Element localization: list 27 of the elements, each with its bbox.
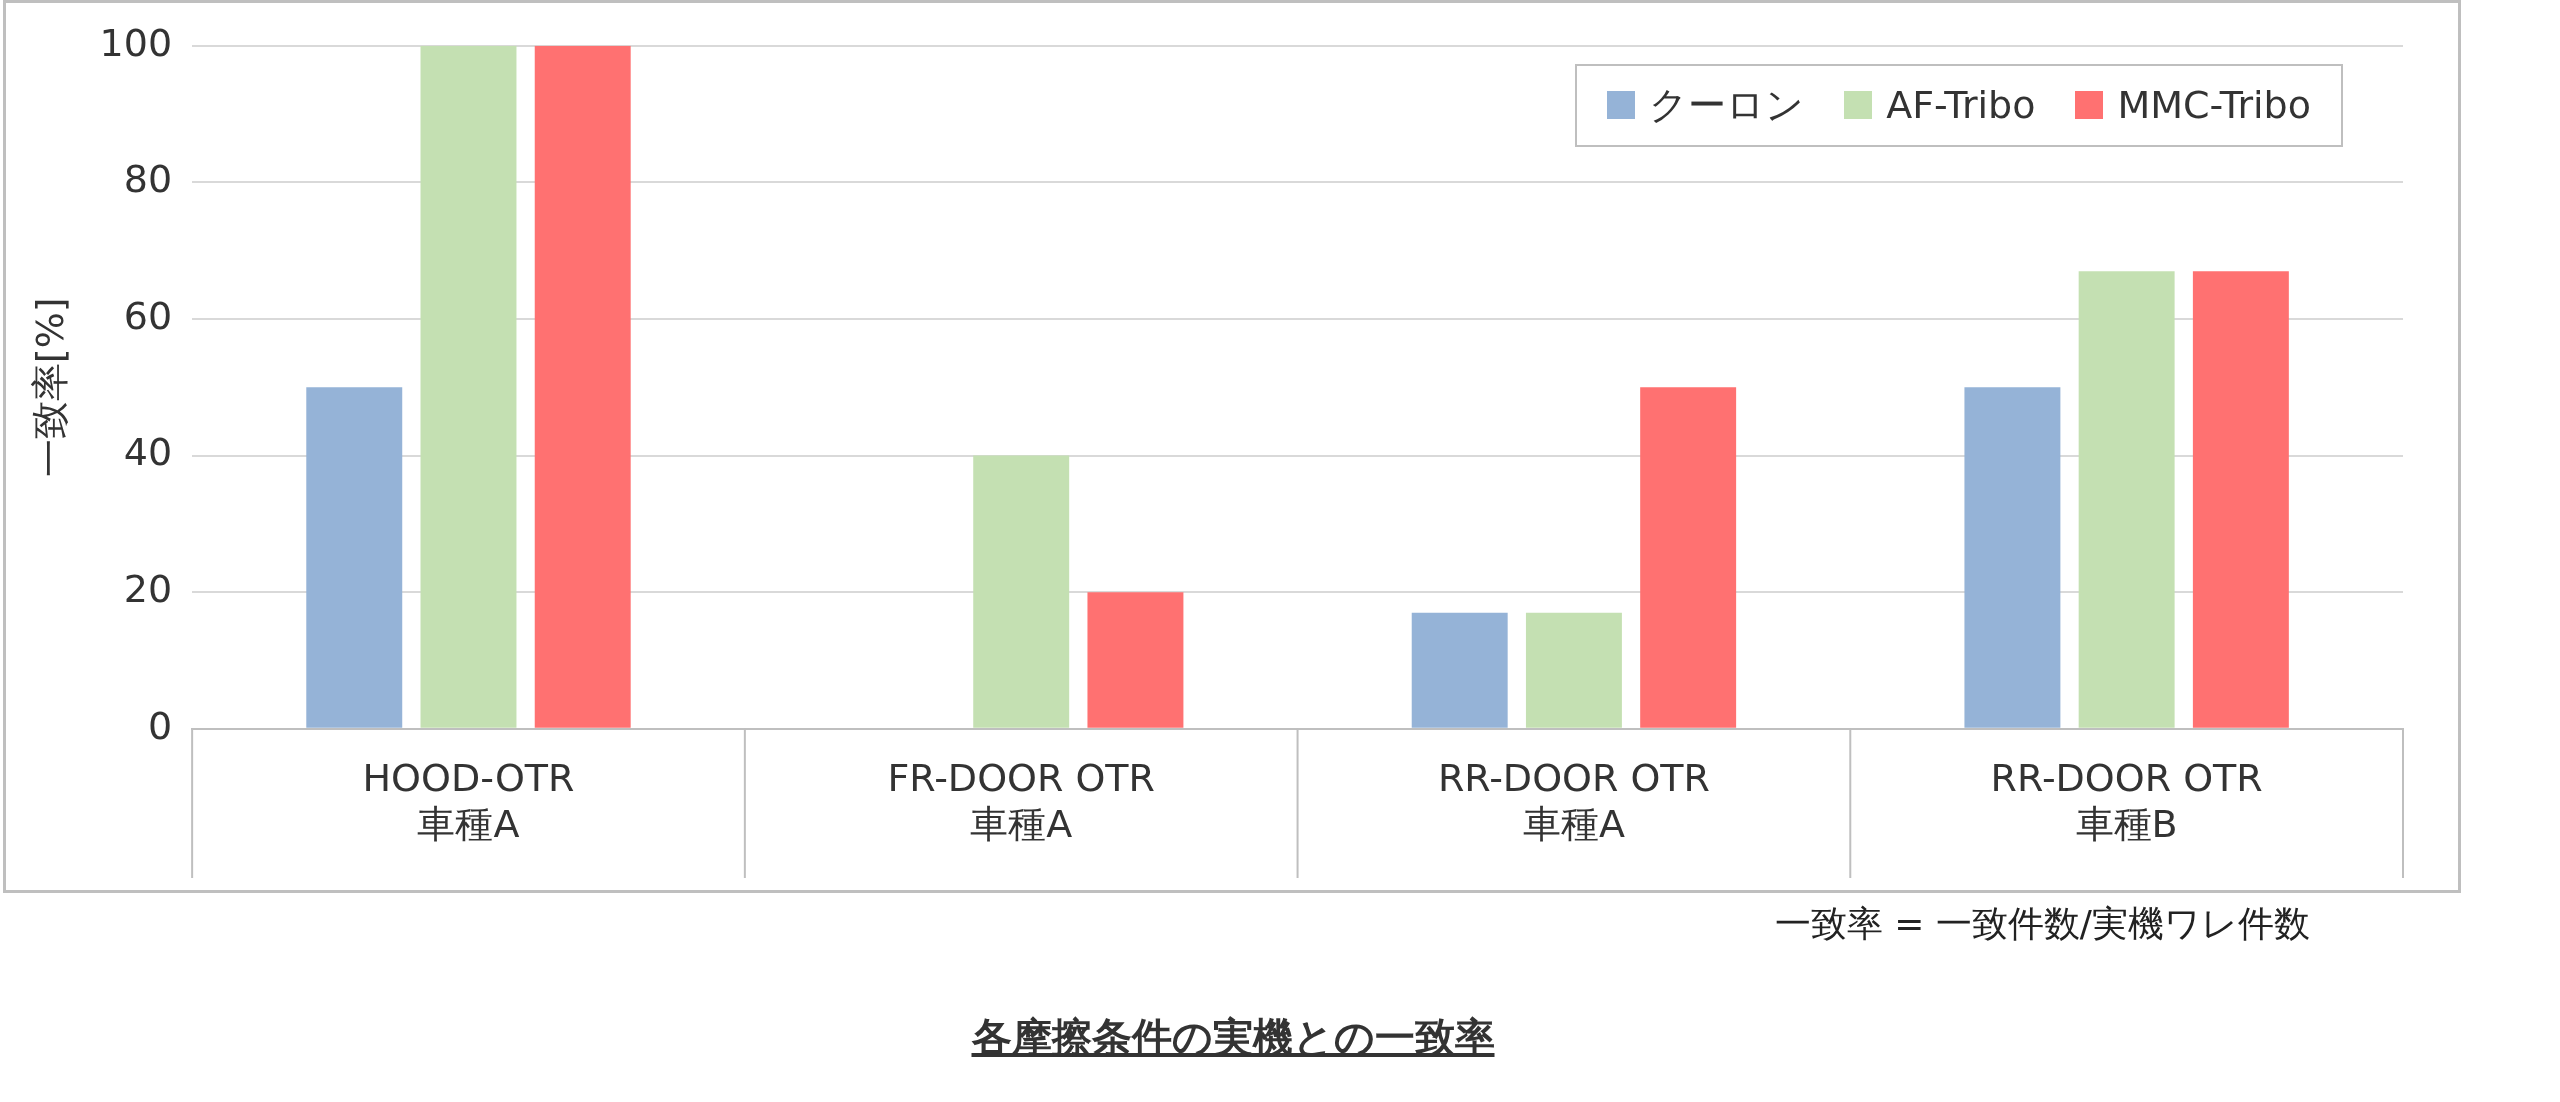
y-tick-label: 60 (123, 293, 173, 338)
bar (534, 45, 631, 728)
y-tick-label: 100 (99, 20, 173, 65)
y-axis-title: 一致率[%] (27, 297, 72, 478)
bar (1964, 387, 2061, 728)
bar (2192, 271, 2289, 728)
bar (420, 45, 517, 728)
bar (1640, 387, 1737, 728)
y-tick-label: 20 (123, 567, 173, 612)
y-tick-label: 40 (123, 430, 173, 475)
bar (1525, 612, 1622, 728)
bar (2078, 271, 2175, 728)
legend-label: AF-Tribo (1886, 83, 2036, 128)
x-tick-label: RR-DOOR OTR 車種B (1990, 756, 2263, 847)
y-tick-label: 80 (123, 157, 173, 202)
bar (1411, 612, 1508, 728)
x-tick-label: HOOD-OTR 車種A (362, 756, 575, 847)
bar (306, 387, 403, 728)
text: 各摩擦条件の実機との一致率 (970, 1013, 1496, 1062)
legend-label: MMC-Tribo (2117, 83, 2311, 128)
bar (973, 455, 1070, 728)
x-tick-label: FR-DOOR OTR 車種A (887, 756, 1155, 847)
bar (1087, 592, 1184, 728)
x-tick-label: RR-DOOR OTR 車種A (1437, 756, 1710, 847)
legend-label: クーロン (1649, 81, 1805, 129)
text: 一致率 = 一致件数/実機ワレ件数 (1774, 902, 2310, 946)
y-tick-label: 0 (147, 703, 173, 748)
